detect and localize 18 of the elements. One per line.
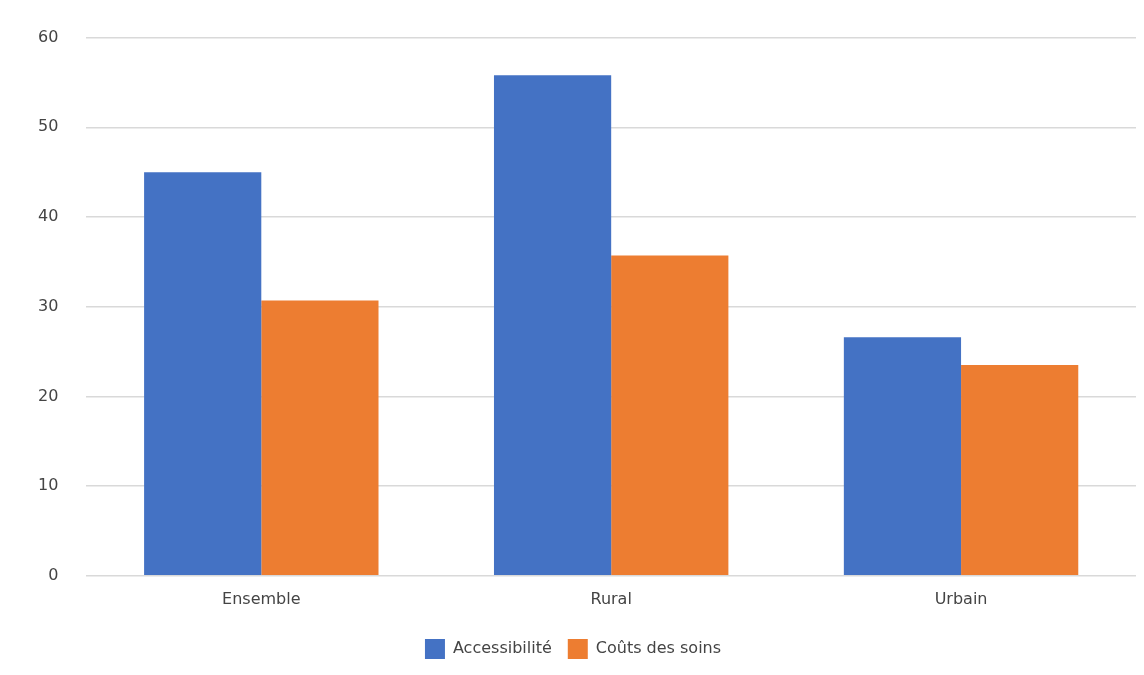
bar bbox=[493, 75, 612, 576]
y-tick-label: 30 bbox=[38, 295, 59, 315]
bar bbox=[843, 337, 962, 576]
bar bbox=[261, 300, 379, 576]
bar bbox=[611, 255, 729, 576]
y-tick-label: 10 bbox=[38, 475, 59, 495]
y-tick-label: 40 bbox=[38, 206, 59, 226]
y-tick-label: 20 bbox=[38, 385, 59, 405]
y-tick-label: 0 bbox=[48, 564, 59, 584]
y-tick-label: 60 bbox=[38, 26, 59, 46]
x-tick-label: Ensemble bbox=[222, 588, 301, 608]
legend-label: Coûts des soins bbox=[595, 638, 722, 658]
bar bbox=[144, 172, 262, 576]
legend-label: Accessibilité bbox=[452, 638, 552, 658]
x-tick-label: Urbain bbox=[934, 588, 988, 608]
x-tick-label: Rural bbox=[590, 588, 632, 608]
y-tick-label: 50 bbox=[38, 116, 59, 136]
bar bbox=[961, 365, 1079, 576]
